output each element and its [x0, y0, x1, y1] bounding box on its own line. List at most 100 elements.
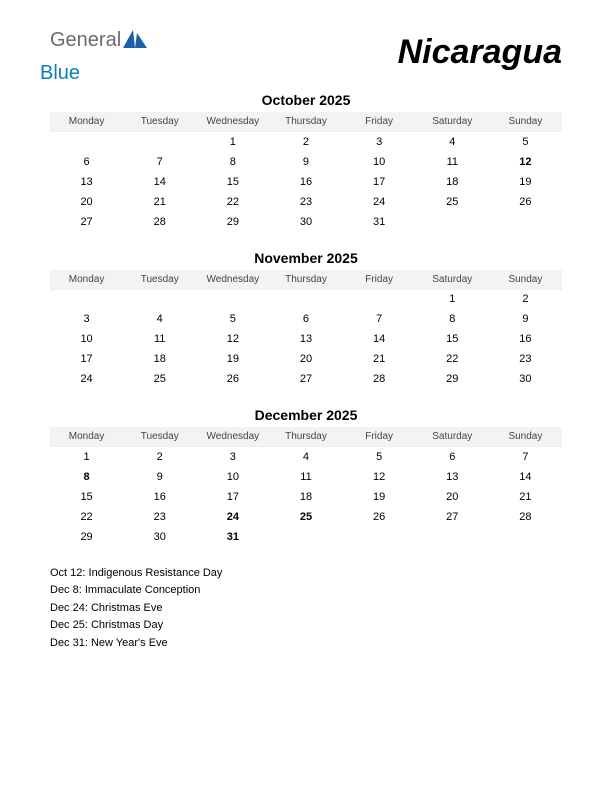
holidays-list: Oct 12: Indigenous Resistance DayDec 8: … [50, 565, 562, 653]
month-block: December 2025MondayTuesdayWednesdayThurs… [50, 407, 562, 547]
calendar-day: 2 [489, 289, 562, 309]
calendar-day: 30 [123, 527, 196, 547]
calendar-day: 16 [489, 329, 562, 349]
calendar-day: 9 [489, 309, 562, 329]
calendar-day: 9 [269, 152, 342, 172]
calendar-day: 24 [50, 369, 123, 389]
calendar-day: 12 [343, 467, 416, 487]
calendar-day [50, 132, 123, 152]
calendar-day: 23 [269, 192, 342, 212]
calendar-day: 14 [343, 329, 416, 349]
calendar-day: 29 [50, 527, 123, 547]
calendar-day: 7 [343, 309, 416, 329]
calendar-day: 1 [196, 132, 269, 152]
calendar-day: 16 [123, 487, 196, 507]
calendar-day: 22 [196, 192, 269, 212]
calendar-row: 24252627282930 [50, 369, 562, 389]
calendar-day: 24 [196, 507, 269, 527]
calendar-day: 16 [269, 172, 342, 192]
calendar-row: 3456789 [50, 309, 562, 329]
calendar-day: 18 [123, 349, 196, 369]
weekday-header: Wednesday [196, 270, 269, 290]
weekday-header: Tuesday [123, 112, 196, 132]
calendar-day: 28 [343, 369, 416, 389]
calendar-day [416, 527, 489, 547]
calendar-day: 8 [416, 309, 489, 329]
month-block: October 2025 MondayTuesdayWednesdayThursd… [50, 92, 562, 232]
calendar-day: 1 [50, 447, 123, 467]
calendar-row: 10111213141516 [50, 329, 562, 349]
calendar-day: 25 [123, 369, 196, 389]
calendar-day: 3 [50, 309, 123, 329]
calendar-day: 8 [50, 467, 123, 487]
calendar-day: 30 [269, 212, 342, 232]
calendar-day: 21 [123, 192, 196, 212]
calendar-day: 9 [123, 467, 196, 487]
holiday-line: Dec 8: Immaculate Conception [50, 582, 562, 600]
logo-triangle-icon [123, 30, 147, 53]
calendar-day: 4 [269, 447, 342, 467]
calendar-day: 26 [343, 507, 416, 527]
calendar-day: 7 [489, 447, 562, 467]
calendar-row: 12 [50, 289, 562, 309]
calendar-day: 3 [196, 447, 269, 467]
calendar-day [416, 212, 489, 232]
weekday-header: Sunday [489, 427, 562, 447]
holiday-line: Dec 25: Christmas Day [50, 617, 562, 635]
calendar-day: 23 [489, 349, 562, 369]
calendar-day: 31 [343, 212, 416, 232]
calendars-container: October 2025 MondayTuesdayWednesdayThursd… [50, 92, 562, 547]
calendar-day: 1 [416, 289, 489, 309]
calendar-day: 27 [50, 212, 123, 232]
calendar-day [123, 132, 196, 152]
calendar-day: 2 [269, 132, 342, 152]
calendar-row: 17181920212223 [50, 349, 562, 369]
calendar-day: 8 [196, 152, 269, 172]
calendar-day: 14 [123, 172, 196, 192]
calendar-day: 22 [416, 349, 489, 369]
calendar-day: 3 [343, 132, 416, 152]
calendar-day: 25 [416, 192, 489, 212]
calendar-day: 21 [343, 349, 416, 369]
calendar-day: 13 [416, 467, 489, 487]
calendar-day: 5 [343, 447, 416, 467]
calendar-day: 10 [50, 329, 123, 349]
calendar-day [269, 289, 342, 309]
calendar-day: 17 [343, 172, 416, 192]
calendar-day: 5 [489, 132, 562, 152]
calendar-day: 22 [50, 507, 123, 527]
calendar-day: 24 [343, 192, 416, 212]
weekday-header: Monday [50, 270, 123, 290]
calendar-row: 22232425262728 [50, 507, 562, 527]
weekday-header: Saturday [416, 270, 489, 290]
calendar-day: 18 [269, 487, 342, 507]
weekday-header: Sunday [489, 112, 562, 132]
weekday-header: Friday [343, 112, 416, 132]
calendar-day: 2 [123, 447, 196, 467]
weekday-header: Sunday [489, 270, 562, 290]
calendar-day: 19 [196, 349, 269, 369]
calendar-day: 15 [50, 487, 123, 507]
calendar-day: 15 [416, 329, 489, 349]
calendar-day: 30 [489, 369, 562, 389]
calendar-row: 1234567 [50, 447, 562, 467]
calendar-row: 293031 [50, 527, 562, 547]
calendar-day: 17 [196, 487, 269, 507]
calendar-day [489, 527, 562, 547]
calendar-table: MondayTuesdayWednesdayThursdayFridaySatu… [50, 427, 562, 547]
weekday-header: Monday [50, 112, 123, 132]
calendar-day: 18 [416, 172, 489, 192]
calendar-row: 2728293031 [50, 212, 562, 232]
calendar-table: MondayTuesdayWednesdayThursdayFridaySatu… [50, 112, 562, 232]
month-title: October 2025 [50, 92, 562, 108]
calendar-day [269, 527, 342, 547]
calendar-day: 10 [343, 152, 416, 172]
calendar-day [343, 289, 416, 309]
calendar-day: 31 [196, 527, 269, 547]
calendar-day: 6 [416, 447, 489, 467]
calendar-day [123, 289, 196, 309]
logo: General Blue [50, 30, 147, 74]
calendar-day: 13 [269, 329, 342, 349]
calendar-day [50, 289, 123, 309]
calendar-day: 28 [489, 507, 562, 527]
